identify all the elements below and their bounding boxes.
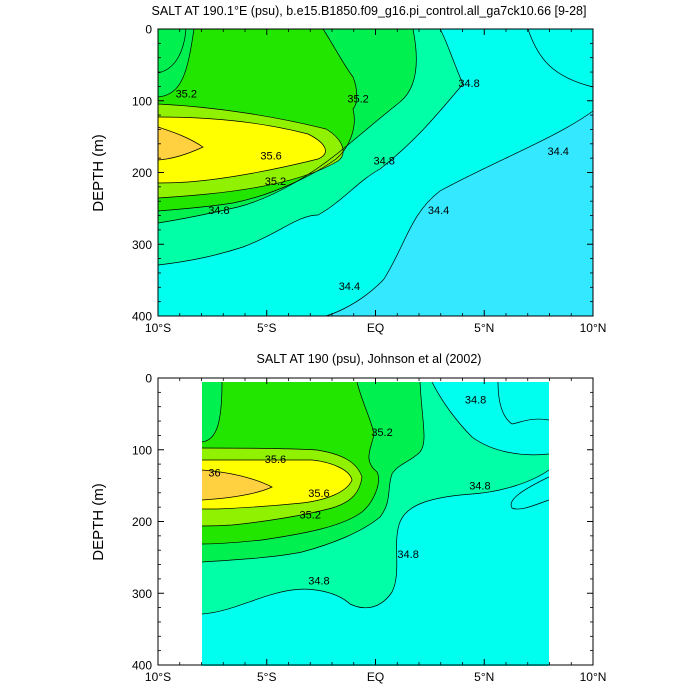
contour-label: 34.4: [339, 281, 360, 293]
panel-observed-axes: 10°S 5°S EQ 5°N 10°N 0 100 200 300 400: [132, 372, 606, 685]
panel-observed-plot: [202, 382, 549, 666]
contour-line: [158, 29, 187, 74]
contour-label: 35.2: [265, 176, 286, 188]
contour-lines-model: [158, 29, 593, 316]
x-tick-label: 5°N: [474, 321, 494, 335]
contour-label: 34.8: [373, 155, 394, 167]
band-35-6: [202, 460, 352, 509]
band-34-4-upper-right: [498, 382, 549, 424]
contour-label: 34.8: [469, 481, 490, 493]
x-tick-label: 10°S: [145, 670, 171, 684]
contour-line: [158, 116, 326, 184]
y-tick-label: 200: [132, 515, 152, 529]
contour-line: [431, 382, 549, 456]
band-36-0: [202, 470, 272, 500]
y-tick-label: 300: [132, 238, 152, 252]
contour-line: [510, 476, 549, 510]
contour-label: 35.2: [176, 89, 197, 101]
panel-model-ylabel: DEPTH (m): [90, 134, 107, 212]
y-tick-label: 400: [132, 659, 152, 673]
contour-label: 34.8: [208, 205, 229, 217]
contour-label: 34.8: [465, 395, 486, 407]
contour-line: [202, 447, 363, 527]
panel-observed-ylabel: DEPTH (m): [90, 483, 107, 561]
contour-line: [158, 29, 464, 266]
y-tick-label: 400: [132, 310, 152, 324]
contour-label: 35.2: [300, 509, 321, 521]
contour-line: [497, 382, 549, 425]
contour-label: 35.6: [308, 488, 329, 500]
y-tick-label: 300: [132, 587, 152, 601]
y-tick-label: 200: [132, 166, 152, 180]
contour-label: 34.8: [458, 78, 479, 90]
x-tick-label: 5°S: [257, 670, 276, 684]
contour-label: 34.4: [547, 146, 568, 158]
x-tick-label: 5°N: [474, 670, 494, 684]
contour-line: [158, 29, 358, 212]
x-tick-label: EQ: [367, 321, 384, 335]
contour-label: 35.2: [371, 427, 392, 439]
panel-model-title: SALT AT 190.1°E (psu), b.e15.B1850.f09_g…: [152, 4, 587, 18]
contour-line: [202, 382, 379, 545]
x-tick-label: EQ: [367, 670, 384, 684]
panel-model: SALT AT 190.1°E (psu), b.e15.B1850.f09_g…: [90, 4, 606, 335]
contour-line: [202, 469, 549, 615]
x-tick-label: 10°N: [580, 670, 607, 684]
contour-labels-observed: 34.8 35.2 35.6 36 35.6 35.2 34.8 34.8 34.8: [208, 395, 490, 588]
panel-observed: SALT AT 190 (psu), Johnson et al (2002) …: [90, 352, 606, 684]
contour-label: 34.4: [428, 205, 449, 217]
y-tick-label: 100: [132, 94, 152, 108]
panel-model-axes: 10°S 5°S EQ 5°N 10°N 0 100 200 300 400: [132, 23, 606, 336]
panel-model-plot: 35.2 35.2 34.8 35.6 35.2 34.8 34.4 34.8 34.4 34.4: [158, 29, 593, 316]
contour-label: 35.6: [265, 454, 286, 466]
contour-label: 34.8: [308, 575, 329, 587]
contour-labels-model: 35.2 35.2 34.8 35.6 35.2 34.8 34.4 34.8 34.4 34.4: [176, 78, 569, 293]
y-tick-label: 100: [132, 443, 152, 457]
x-tick-label: 10°S: [145, 321, 171, 335]
contour-label: 34.8: [397, 549, 418, 561]
contour-lines-observed: [202, 382, 549, 615]
contour-label: 36: [208, 468, 220, 480]
y-tick-label: 0: [145, 372, 152, 386]
contour-line: [158, 126, 204, 161]
contour-line: [158, 103, 344, 199]
x-tick-label: 5°S: [257, 321, 276, 335]
contour-line: [158, 29, 195, 98]
contour-line: [202, 382, 223, 443]
contour-line: [202, 459, 353, 510]
band-35-6: [158, 117, 326, 183]
contour-line: [527, 29, 593, 88]
contour-label: 35.2: [347, 94, 368, 106]
contour-label: 35.6: [260, 150, 281, 162]
contour-line: [202, 469, 273, 501]
x-tick-label: 10°N: [580, 321, 607, 335]
panel-observed-title: SALT AT 190 (psu), Johnson et al (2002): [257, 352, 482, 366]
contour-line: [202, 382, 425, 563]
contour-line: [158, 29, 417, 224]
contour-line: [288, 110, 593, 316]
band-34-4-tongue: [511, 477, 549, 510]
y-tick-label: 0: [145, 23, 152, 37]
